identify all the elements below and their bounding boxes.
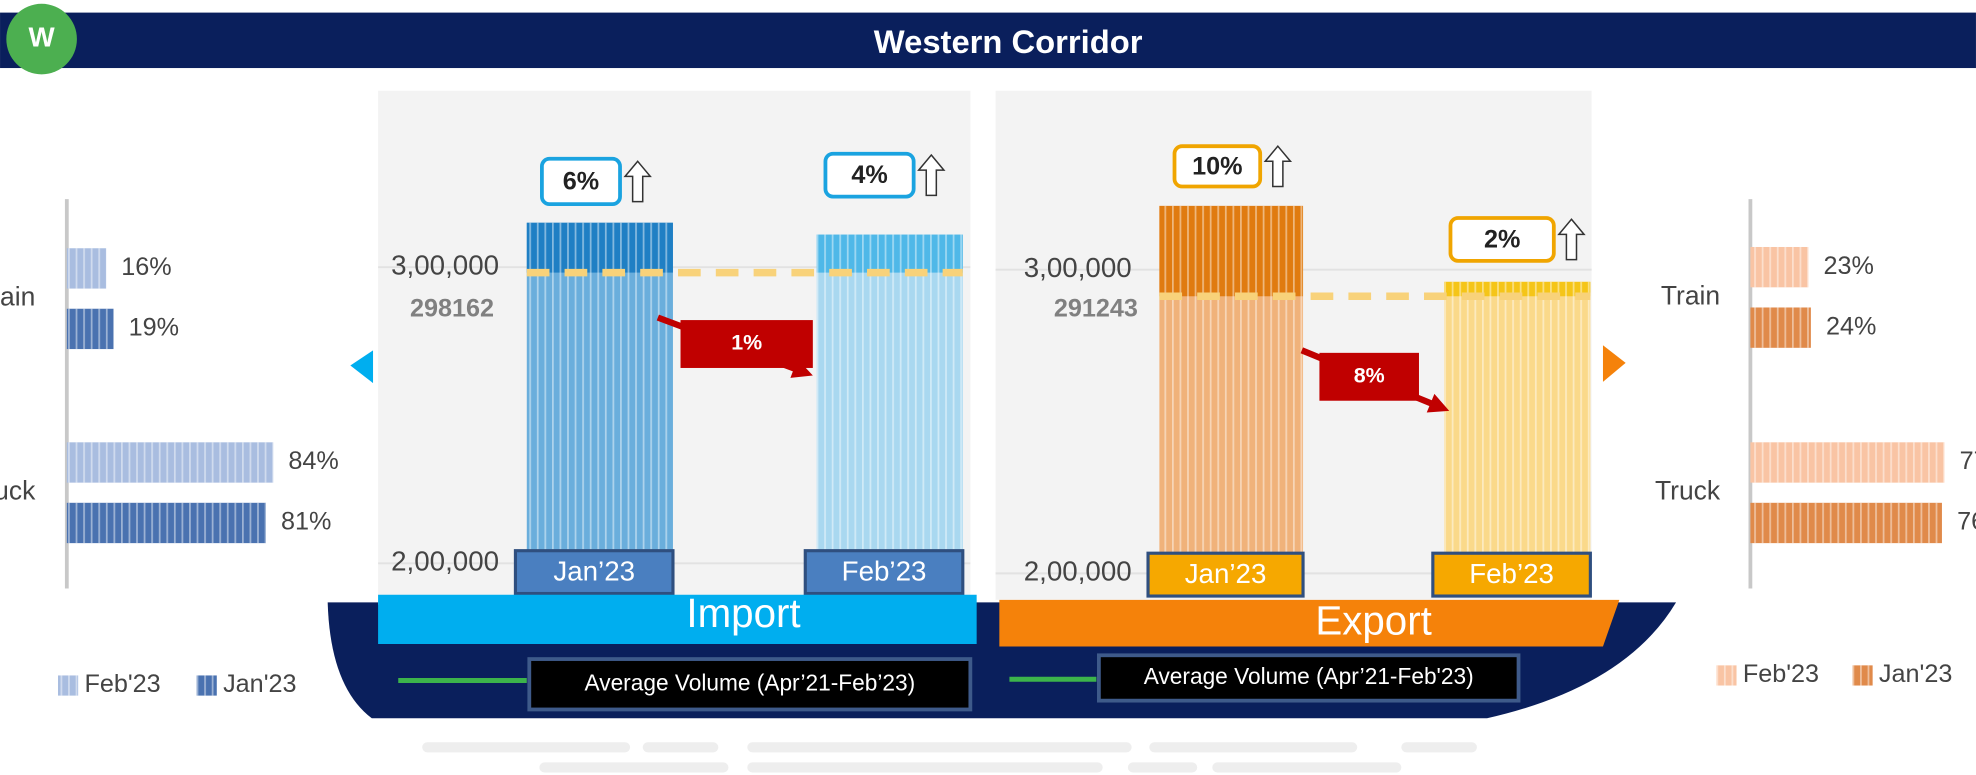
bar-texture (1750, 247, 1808, 287)
bar-texture (67, 503, 266, 543)
growth-label: 2% (1484, 225, 1520, 253)
legend-label: Jan'23 (1879, 660, 1952, 688)
flow-band (999, 600, 1619, 647)
value-label: 84% (288, 447, 338, 475)
value-label: 77% (1960, 447, 1976, 475)
change-label: 8% (1354, 363, 1385, 387)
y-tick-label: 2,00,000 (1024, 556, 1132, 587)
y-tick-label: 3,00,000 (1024, 252, 1132, 283)
category-label: Feb’23 (1469, 558, 1554, 589)
legend-texture (197, 675, 217, 695)
category-label: Jan’23 (1185, 558, 1267, 589)
growth-label: 6% (563, 167, 599, 195)
category-label: Train (1661, 280, 1720, 310)
legend-label: Jan'23 (223, 670, 296, 698)
category-label: Jan’23 (553, 556, 635, 587)
y-tick-label: 2,00,000 (391, 546, 499, 577)
bar-texture (67, 442, 273, 482)
bar-texture (67, 309, 114, 349)
nav-left[interactable] (350, 350, 373, 383)
legend-texture (1716, 665, 1736, 685)
legend-texture (1852, 665, 1872, 685)
category-label: Train (0, 282, 35, 312)
growth-label: 10% (1192, 152, 1242, 180)
value-label: 19% (129, 314, 179, 342)
flow-title: Export (1315, 597, 1432, 643)
value-label: 23% (1823, 252, 1873, 280)
legend-label: Feb'23 (1743, 660, 1819, 688)
growth-label: 4% (851, 161, 887, 189)
legend-texture (58, 675, 78, 695)
value-label: 16% (121, 253, 171, 281)
flow-band (378, 595, 977, 644)
flow-title: Import (686, 590, 800, 636)
nav-right[interactable] (1603, 345, 1626, 382)
bar-texture (1444, 282, 1590, 574)
value-label: 81% (281, 508, 331, 536)
page: W Western Corridor Train 16% 19% Truck 84% 81… (0, 0, 1976, 775)
footer-placeholder (422, 742, 1477, 772)
bar-texture (1750, 442, 1944, 482)
legend-label: Feb'23 (84, 670, 160, 698)
category-label: Truck (0, 476, 36, 506)
bar-texture (817, 235, 963, 564)
average-value: 291243 (1054, 295, 1138, 323)
y-tick-label: 3,00,000 (391, 249, 499, 280)
average-legend-label: Average Volume (Apr’21-Feb'23) (1144, 663, 1474, 689)
dashboard: W Western Corridor Train 16% 19% Truck 84% 81… (0, 0, 1976, 775)
category-label: Truck (1655, 476, 1721, 506)
title: Western Corridor (874, 23, 1143, 60)
change-label: 1% (731, 331, 762, 355)
value-label: 76% (1957, 508, 1976, 536)
average-value: 298162 (410, 295, 494, 323)
bar-texture (1159, 206, 1303, 573)
category-label: Feb’23 (842, 556, 927, 587)
bar-texture (1750, 503, 1942, 543)
badge: W (29, 21, 56, 52)
value-label: 24% (1826, 312, 1876, 340)
bar-texture (67, 248, 106, 288)
bar-texture (1750, 307, 1810, 347)
average-legend-label: Average Volume (Apr’21-Feb’23) (585, 669, 916, 695)
